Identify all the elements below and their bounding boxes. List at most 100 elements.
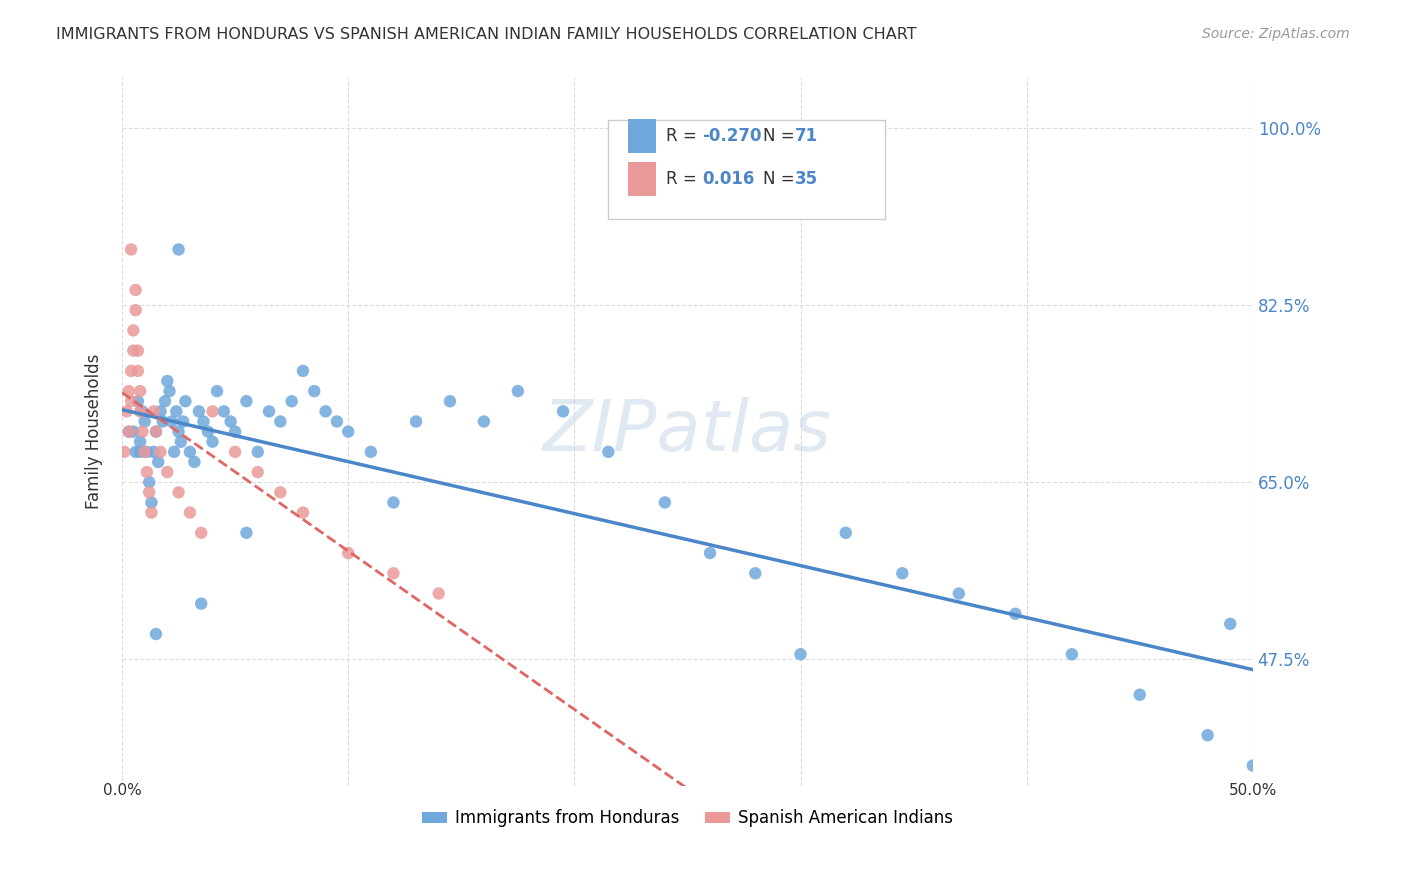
Point: [219, 415, 242, 429]
Point: [315, 404, 337, 418]
Text: R =: R =: [666, 169, 702, 187]
Text: N =: N =: [763, 128, 800, 145]
Point: [427, 586, 450, 600]
Point: [122, 323, 145, 337]
Point: [136, 445, 159, 459]
Point: [269, 415, 291, 429]
Point: [124, 283, 146, 297]
Point: [472, 415, 495, 429]
Point: [201, 434, 224, 449]
Point: [235, 525, 257, 540]
Point: [235, 394, 257, 409]
Point: [118, 425, 141, 439]
Point: [149, 445, 172, 459]
Point: [654, 495, 676, 509]
Point: [405, 415, 427, 429]
Point: [124, 303, 146, 318]
Point: [115, 404, 138, 418]
FancyBboxPatch shape: [609, 120, 886, 219]
Point: [1197, 728, 1219, 742]
Text: R =: R =: [666, 128, 702, 145]
Point: [744, 566, 766, 581]
Point: [142, 404, 165, 418]
Point: [360, 445, 382, 459]
Point: [153, 394, 176, 409]
Point: [145, 627, 167, 641]
Point: [127, 343, 149, 358]
Point: [138, 485, 160, 500]
Point: [183, 455, 205, 469]
Point: [179, 506, 201, 520]
Point: [172, 415, 194, 429]
Text: 35: 35: [794, 169, 818, 187]
Point: [699, 546, 721, 560]
Point: [129, 404, 152, 418]
Point: [789, 647, 811, 661]
Point: [118, 384, 141, 398]
Text: 0.0%: 0.0%: [103, 783, 142, 797]
Point: [269, 485, 291, 500]
Point: [136, 465, 159, 479]
Point: [129, 384, 152, 398]
Point: [122, 343, 145, 358]
Point: [201, 404, 224, 418]
Point: [1129, 688, 1152, 702]
Point: [149, 404, 172, 418]
Text: IMMIGRANTS FROM HONDURAS VS SPANISH AMERICAN INDIAN FAMILY HOUSEHOLDS CORRELATIO: IMMIGRANTS FROM HONDURAS VS SPANISH AMER…: [56, 27, 917, 42]
Legend: Immigrants from Honduras, Spanish American Indians: Immigrants from Honduras, Spanish Americ…: [415, 803, 960, 834]
Point: [179, 445, 201, 459]
Bar: [627, 161, 655, 195]
Text: -0.270: -0.270: [702, 128, 762, 145]
Point: [257, 404, 280, 418]
Point: [224, 445, 246, 459]
Point: [551, 404, 574, 418]
Point: [187, 404, 209, 418]
Point: [129, 445, 152, 459]
Point: [205, 384, 228, 398]
Point: [134, 445, 156, 459]
Point: [142, 445, 165, 459]
Point: [129, 434, 152, 449]
Point: [141, 506, 163, 520]
Point: [124, 445, 146, 459]
Point: [152, 415, 174, 429]
Point: [167, 485, 190, 500]
Point: [159, 384, 181, 398]
Point: [141, 495, 163, 509]
Point: [160, 415, 183, 429]
Point: [131, 404, 153, 418]
Point: [120, 364, 142, 378]
Text: Source: ZipAtlas.com: Source: ZipAtlas.com: [1202, 27, 1350, 41]
Point: [197, 425, 219, 439]
Point: [835, 525, 858, 540]
Point: [304, 384, 326, 398]
Point: [224, 425, 246, 439]
Point: [1060, 647, 1083, 661]
Point: [291, 506, 314, 520]
Point: [145, 425, 167, 439]
Point: [382, 495, 405, 509]
Point: [190, 597, 212, 611]
Point: [138, 475, 160, 490]
Point: [948, 586, 970, 600]
Point: [167, 243, 190, 257]
Point: [439, 394, 461, 409]
Point: [291, 364, 314, 378]
Point: [1219, 616, 1241, 631]
Point: [598, 445, 620, 459]
Point: [118, 425, 141, 439]
Point: [145, 425, 167, 439]
Text: ZIPatlas: ZIPatlas: [543, 397, 832, 467]
Point: [156, 374, 179, 388]
Point: [134, 415, 156, 429]
Point: [891, 566, 914, 581]
Point: [127, 364, 149, 378]
Point: [148, 455, 170, 469]
Point: [170, 434, 193, 449]
Point: [190, 525, 212, 540]
Point: [246, 465, 269, 479]
Point: [337, 546, 360, 560]
Point: [167, 425, 190, 439]
Point: [165, 404, 187, 418]
Y-axis label: Family Households: Family Households: [86, 354, 103, 509]
